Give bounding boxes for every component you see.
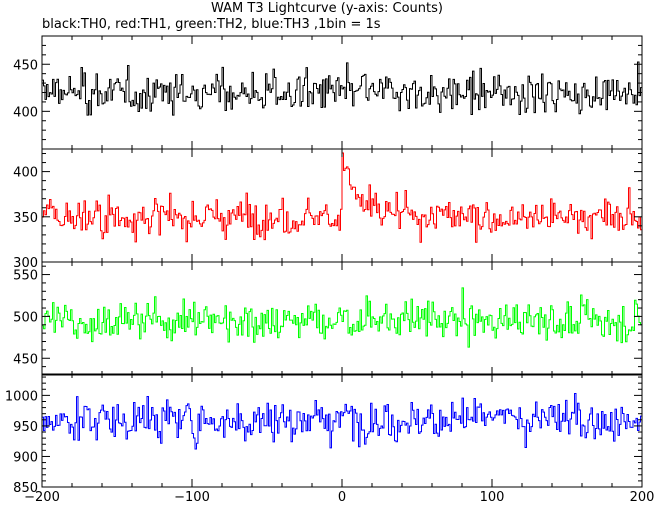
y-tick-label: 900 [13, 450, 38, 465]
chart-subtitle: black:TH0, red:TH1, green:TH2, blue:TH3 … [42, 17, 381, 32]
y-tick-label: 300 [13, 256, 38, 271]
y-tick-label: 450 [13, 58, 38, 73]
y-tick-label: 400 [13, 166, 38, 181]
x-tick-label: 0 [338, 490, 346, 505]
y-tick-label: 1000 [5, 389, 38, 404]
series-th2 [42, 287, 642, 348]
chart-title: WAM T3 Lightcurve (y-axis: Counts) [211, 1, 443, 16]
x-tick-label: −100 [174, 490, 210, 505]
y-tick-label: 550 [13, 269, 38, 284]
y-tick-label: 400 [13, 105, 38, 120]
x-tick-label: 100 [480, 490, 505, 505]
series-th0 [42, 61, 642, 116]
y-tick-label: 950 [13, 420, 38, 435]
x-tick-label: 200 [630, 490, 654, 505]
series-th3 [42, 393, 642, 450]
y-tick-label: 450 [13, 352, 38, 367]
series-th1 [42, 152, 642, 243]
y-tick-label: 500 [13, 310, 38, 325]
y-tick-label: 850 [13, 481, 38, 496]
x-tick-label: −200 [24, 490, 60, 505]
y-tick-label: 350 [13, 211, 38, 226]
